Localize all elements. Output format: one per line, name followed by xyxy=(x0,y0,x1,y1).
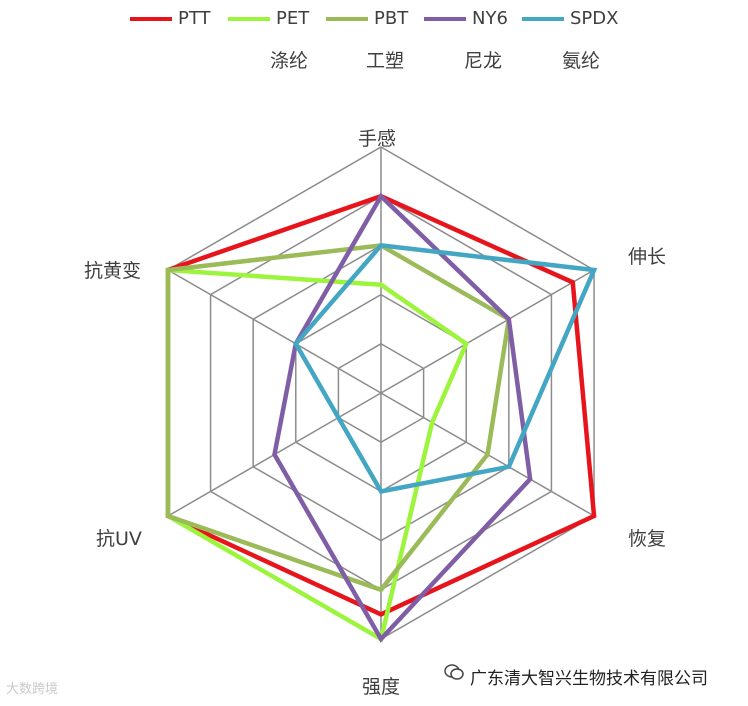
axis-label-uv-resistance: 抗UV xyxy=(96,528,142,550)
legend-item-spdx[interactable]: SPDX xyxy=(522,8,620,29)
legend-sublabel-engineering-plastic: 工塑 xyxy=(366,50,405,72)
legend-item-ny6[interactable]: NY6 xyxy=(424,8,522,29)
legend-item-ptt[interactable]: PTT xyxy=(130,8,228,29)
legend: PTT PET PBT NY6 SPDX xyxy=(130,8,620,29)
axis-label-strength: 强度 xyxy=(362,676,401,698)
legend-item-pbt[interactable]: PBT xyxy=(326,8,424,29)
axis-label-recovery: 恢复 xyxy=(628,528,667,550)
source-company-label: 广东清大智兴生物技术有限公司 xyxy=(470,669,708,689)
legend-label-ptt: PTT xyxy=(178,8,211,29)
legend-swatch-ny6 xyxy=(424,16,466,21)
legend-swatch-pet xyxy=(228,16,270,21)
legend-swatch-spdx xyxy=(522,16,564,21)
legend-label-pbt: PBT xyxy=(374,8,409,29)
legend-swatch-pbt xyxy=(326,16,368,21)
watermark-label: 大数跨境 xyxy=(6,682,59,697)
wechat-icon xyxy=(444,664,464,680)
axis-spoke xyxy=(167,269,382,394)
legend-sublabel-polyester: 涤纶 xyxy=(270,50,309,72)
axis-label-anti-yellowing: 抗黄变 xyxy=(84,260,142,282)
legend-sublabel-nylon: 尼龙 xyxy=(464,50,503,72)
series-spdx[interactable] xyxy=(293,243,598,494)
legend-label-spdx: SPDX xyxy=(570,8,619,29)
axis-label-hand-feel: 手感 xyxy=(358,128,397,150)
legend-sublabel-spandex: 氨纶 xyxy=(562,50,601,72)
legend-label-ny6: NY6 xyxy=(472,8,508,29)
legend-swatch-ptt xyxy=(130,16,172,21)
legend-label-pet: PET xyxy=(276,8,310,29)
axis-spoke xyxy=(380,269,595,394)
axis-label-elongation: 伸长 xyxy=(628,246,667,268)
legend-item-pet[interactable]: PET xyxy=(228,8,326,29)
